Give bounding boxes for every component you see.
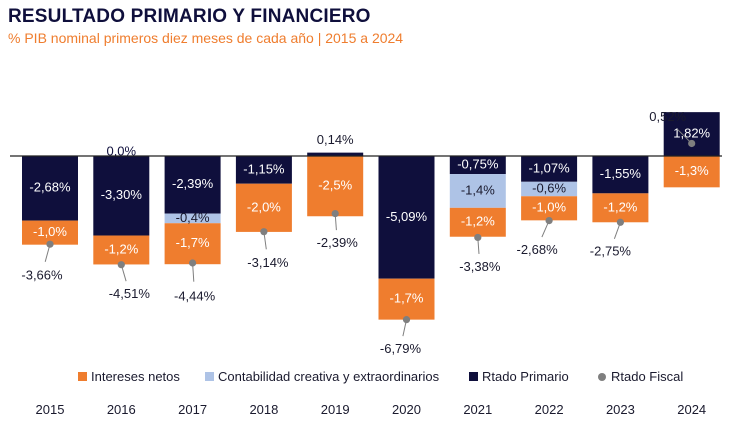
marker-fiscal-2023	[616, 218, 625, 226]
bar-primario-2017	[164, 156, 221, 214]
label-fiscal-2023: -2,75%	[590, 244, 632, 259]
x-tick-2020: 2020	[392, 402, 421, 417]
marker-fiscal-2019	[331, 209, 339, 218]
legend-label-0: Intereses netos	[91, 369, 180, 384]
marker-fiscal-2022	[545, 216, 553, 225]
label-intereses-2018: -2,0%	[247, 199, 281, 214]
bar-intereses-2019	[307, 156, 364, 217]
bar-primario-2023	[592, 156, 649, 194]
x-tick-2024: 2024	[677, 402, 706, 417]
label-primario-2023: -1,55%	[600, 166, 642, 181]
label-contabilidad-2017: -0,4%	[176, 210, 210, 225]
x-tick-2019: 2019	[321, 402, 350, 417]
x-tick-2017: 2017	[178, 402, 207, 417]
x-tick-2021: 2021	[463, 402, 492, 417]
x-tick-2015: 2015	[36, 402, 65, 417]
label-primario-2021: -0,75%	[457, 156, 499, 171]
label-fiscal-2018: -3,14%	[247, 255, 289, 270]
bar-intereses-2016	[93, 235, 150, 265]
label-contabilidad-2022: -0,6%	[532, 180, 566, 195]
bar-contabilidad-2022	[521, 181, 578, 197]
marker-fiscal-2017	[189, 259, 197, 267]
chart-subtitle: % PIB nominal primeros diez meses de cad…	[8, 30, 404, 46]
label-contabilidad-2021: -1,4%	[461, 182, 495, 197]
bar-primario-2021	[449, 156, 506, 175]
marker-fiscal-2016	[117, 261, 125, 269]
label-fiscal-2017: -4,44%	[174, 288, 216, 303]
x-tick-2023: 2023	[606, 402, 635, 417]
label-intereses-2022: -1,0%	[532, 200, 566, 215]
bar-intereses-2020	[378, 278, 435, 320]
bar-intereses-2017	[164, 223, 221, 265]
x-tick-2022: 2022	[535, 402, 564, 417]
label-intereses-2021: -1,2%	[461, 214, 495, 229]
bar-intereses-2021	[449, 207, 506, 237]
chart-title: RESULTADO PRIMARIO Y FINANCIERO	[8, 6, 371, 27]
label-primario-2020: -5,09%	[386, 209, 428, 224]
marker-fiscal-2015	[46, 240, 54, 248]
label-fiscal-2022: -2,68%	[516, 242, 558, 257]
label-primario-2024: 1,82%	[673, 126, 710, 141]
label-intereses-2017: -1,7%	[176, 235, 210, 250]
legend-marker-2	[469, 372, 478, 381]
bar-primario-2022	[521, 156, 578, 182]
legend-marker-fiscal	[598, 373, 606, 381]
bar-primario-2018	[235, 156, 292, 184]
label-intereses-2016: -1,2%	[104, 241, 138, 256]
marker-fiscal-2018	[260, 228, 268, 236]
label-intereses-2019: -2,5%	[318, 178, 352, 193]
label-fiscal-2021: -3,38%	[459, 259, 501, 274]
label-intereses-2024: -1,3%	[675, 163, 709, 178]
bar-intereses-2023	[592, 193, 649, 223]
bar-primario-2015	[22, 156, 78, 221]
label-extra-2016: 0,0%	[106, 143, 136, 158]
marker-fiscal-2021	[474, 233, 482, 242]
label-primario-2016: -3,30%	[101, 187, 143, 202]
legend-marker-0	[78, 372, 87, 381]
marker-fiscal-2020	[402, 316, 411, 324]
label-primario-2022: -1,07%	[528, 160, 570, 175]
label-fiscal-2015: -3,66%	[21, 268, 63, 283]
label-fiscal-2024: 0,52%	[649, 109, 686, 124]
legend-label-2: Rtado Primario	[482, 369, 569, 384]
label-intereses-2020: -1,7%	[390, 291, 424, 306]
x-tick-2018: 2018	[249, 402, 278, 417]
label-intereses-2015: -1,0%	[33, 224, 67, 239]
label-primario-2015: -2,68%	[29, 180, 71, 195]
bar-primario-2016	[93, 156, 150, 236]
bar-primario-2019	[307, 152, 364, 156]
bar-contabilidad-2021	[449, 174, 506, 208]
label-intereses-2023: -1,2%	[603, 199, 637, 214]
legend-label-3: Rtado Fiscal	[611, 369, 683, 384]
bar-primario-2020	[378, 156, 435, 279]
legend-label-1: Contabilidad creativa y extraordinarios	[218, 369, 440, 384]
label-fiscal-2019: -2,39%	[317, 235, 359, 250]
label-primario-2017: -2,39%	[172, 176, 214, 191]
bar-intereses-2022	[521, 196, 578, 221]
bar-intereses-2024	[663, 156, 720, 188]
label-fiscal-2020: -6,79%	[380, 341, 422, 356]
bar-intereses-2018	[235, 183, 292, 232]
legend-marker-1	[205, 372, 214, 381]
bar-primario-2024	[663, 112, 720, 156]
label-primario-2019: 0,14%	[317, 132, 354, 147]
marker-fiscal-2024	[688, 139, 696, 148]
label-fiscal-2016: -4,51%	[109, 286, 151, 301]
bar-contabilidad-2017	[164, 213, 221, 224]
x-tick-2016: 2016	[107, 402, 136, 417]
label-primario-2018: -1,15%	[243, 161, 285, 176]
